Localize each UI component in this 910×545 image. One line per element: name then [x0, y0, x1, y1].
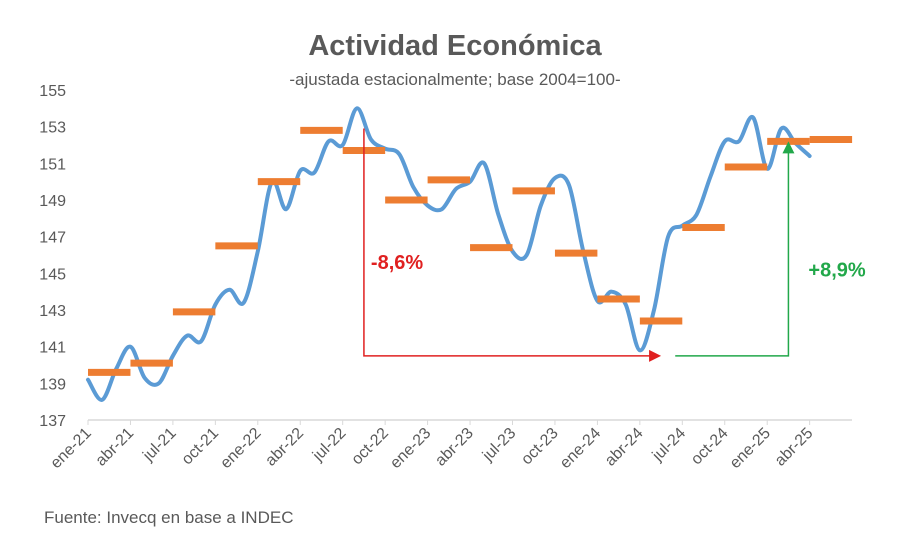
- y-tick-label: 145: [39, 266, 66, 283]
- y-tick-label: 141: [39, 340, 66, 357]
- chart-source: Fuente: Invecq en base a INDEC: [44, 508, 294, 527]
- quarterly-series: [88, 126, 853, 376]
- x-tick-label: abr-22: [262, 425, 307, 470]
- x-tick-label: ene-23: [387, 425, 434, 472]
- x-tick-label: ene-25: [727, 425, 774, 472]
- y-tick-label: 153: [39, 120, 66, 137]
- y-tick-label: 137: [39, 413, 66, 430]
- y-tick-label: 147: [39, 230, 66, 247]
- recovery-bracket: [675, 151, 790, 357]
- y-tick-label: 143: [39, 303, 66, 320]
- decline-label: -8,6%: [371, 252, 423, 274]
- y-tick-label: 139: [39, 376, 66, 393]
- x-tick-label: abr-23: [432, 425, 477, 470]
- decline-bracket: [363, 128, 652, 357]
- recovery-label: +8,9%: [808, 260, 865, 282]
- recovery-arrowhead: [782, 141, 795, 154]
- y-tick-label: 155: [39, 83, 66, 100]
- x-tick-label: jul-22: [309, 425, 349, 465]
- decline-arrowhead: [649, 349, 662, 362]
- x-tick-label: ene-24: [557, 425, 604, 472]
- x-tick-label: ene-21: [48, 425, 95, 472]
- y-tick-label: 149: [39, 193, 66, 210]
- y-tick-label: 151: [39, 156, 66, 173]
- x-tick-label: oct-22: [349, 425, 393, 469]
- x-tick-label: oct-24: [688, 425, 732, 469]
- monthly-series-line: [86, 106, 812, 402]
- x-tick-label: oct-23: [518, 425, 562, 469]
- x-tick-label: jul-23: [479, 425, 519, 465]
- x-tick-label: abr-21: [93, 425, 138, 470]
- chart-title: Actividad Económica: [308, 30, 602, 62]
- chart-subtitle: -ajustada estacionalmente; base 2004=100…: [289, 70, 621, 89]
- x-tick-label: jul-21: [139, 425, 179, 465]
- x-tick-label: abr-25: [772, 425, 817, 470]
- annotations: -8,6% +8,9%: [363, 128, 866, 362]
- x-tick-label: abr-24: [602, 425, 647, 470]
- x-tick-label: ene-22: [217, 425, 264, 472]
- y-axis-ticks: 137 139 141 143 145 147 149 151 153 155: [39, 83, 66, 430]
- x-tick-label: oct-21: [179, 425, 223, 469]
- x-tick-label: jul-24: [649, 425, 689, 465]
